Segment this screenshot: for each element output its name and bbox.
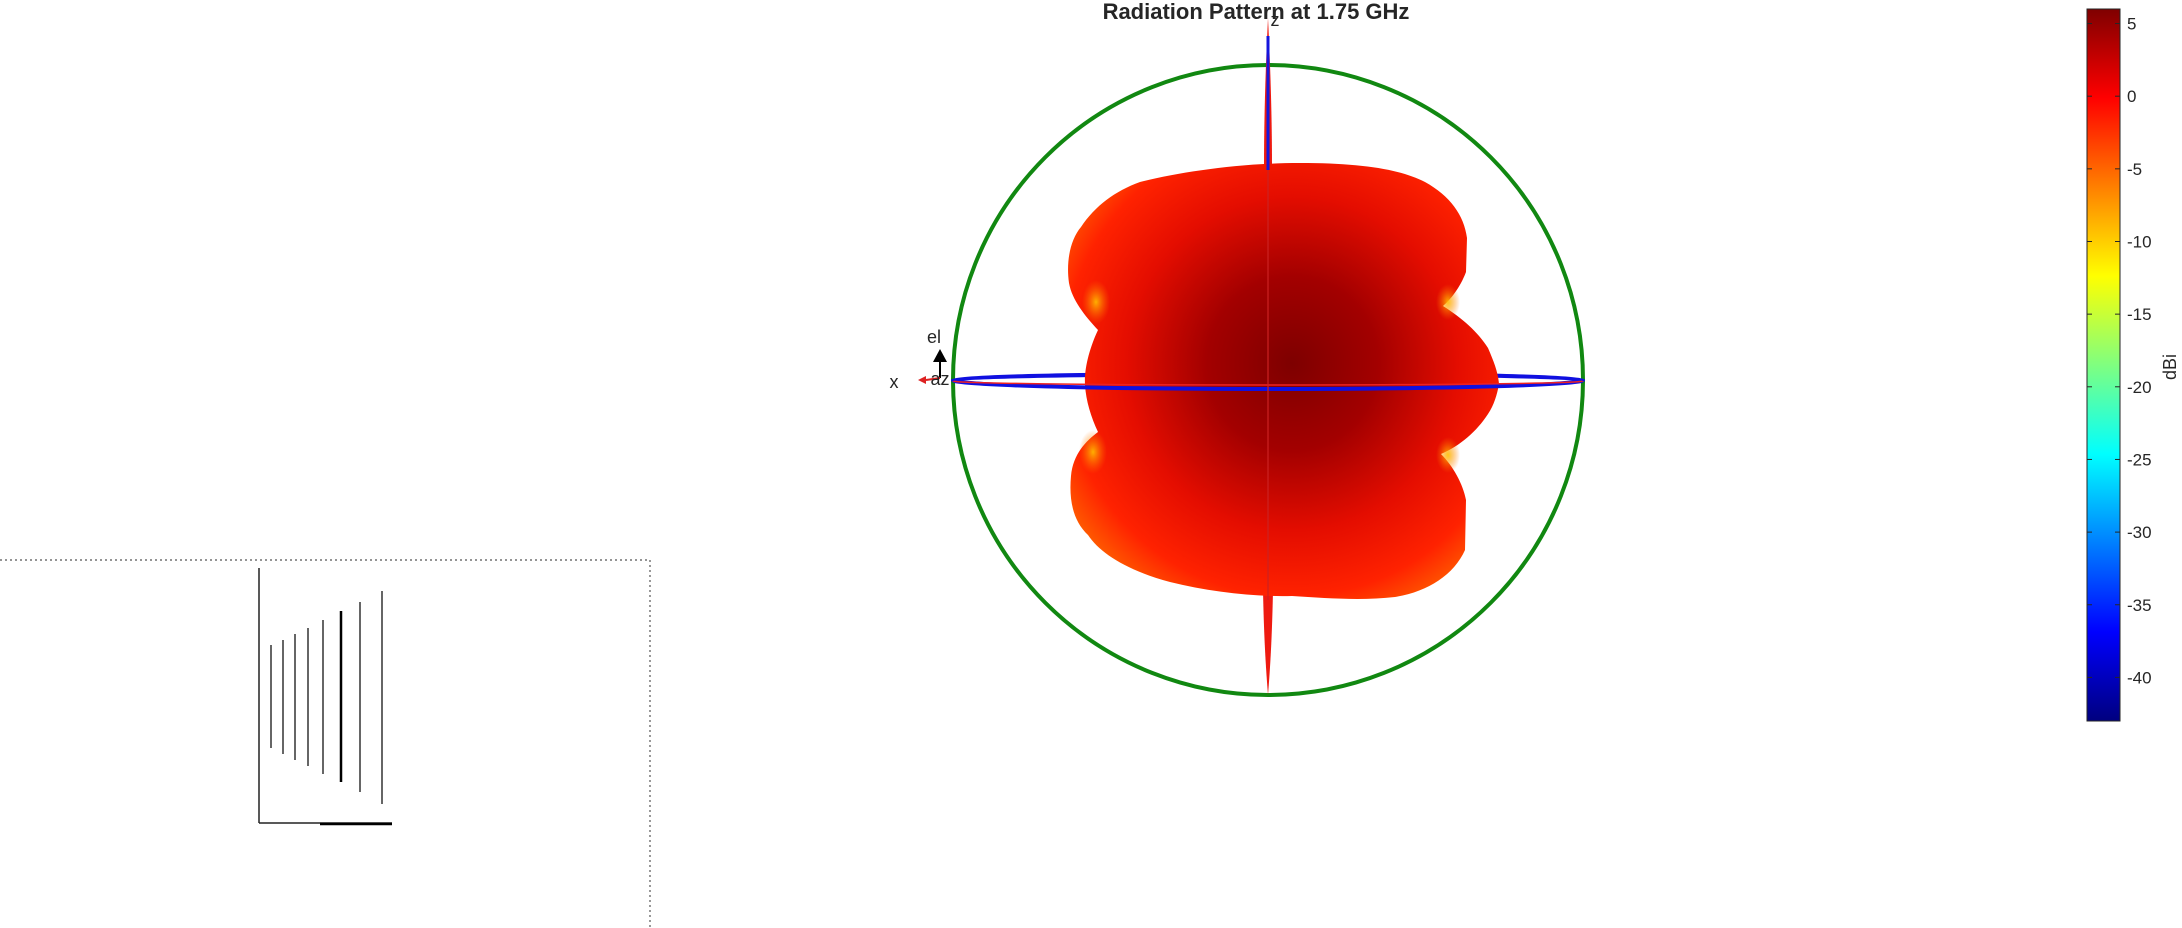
colorbar-tick-label: 0 (2127, 87, 2136, 106)
colorbar-gradient (2086, 8, 2121, 722)
colorbar-tick-label: -30 (2127, 523, 2152, 542)
axis-label-el: el (927, 327, 941, 347)
colorbar-tick-label: -25 (2127, 450, 2152, 469)
az-arrow-icon (918, 376, 926, 384)
pattern-plot: z x el az (890, 10, 1585, 697)
coordinate-triad: el az (918, 327, 950, 389)
colorbar-tick-label: -35 (2127, 596, 2152, 615)
colorbar-tick-label: -40 (2127, 668, 2152, 687)
antenna-geometry-inset (0, 559, 651, 928)
colorbar-tick-label: -10 (2127, 232, 2152, 251)
colorbar-tick-label: 5 (2127, 15, 2136, 34)
el-arrow-icon (933, 349, 947, 362)
lobe-rim-glow (1436, 437, 1460, 473)
colorbar-label: dBi (2160, 354, 2180, 380)
colorbar-tick-label: -5 (2127, 160, 2142, 179)
z-lobe-bottom (1263, 590, 1273, 695)
main-lobe (1068, 163, 1499, 599)
chart-title: Radiation Pattern at 1.75 GHz (1103, 0, 1410, 24)
colorbar-tick-label: -15 (2127, 305, 2152, 324)
axis-label-x: x (890, 372, 899, 392)
axis-label-z: z (1271, 10, 1280, 30)
colorbar-ticks: 5 0 -5 -10 -15 -20 -25 -30 -35 -40 (2087, 15, 2152, 687)
lobe-rim-glow (1436, 284, 1460, 320)
axis-label-az: az (930, 369, 949, 389)
lobe-rim-glow (1082, 280, 1110, 324)
colorbar: 5 0 -5 -10 -15 -20 -25 -30 -35 -40 dBi (2086, 8, 2180, 722)
colorbar-tick-label: -20 (2127, 378, 2152, 397)
lobe-rim-glow (1079, 430, 1107, 474)
